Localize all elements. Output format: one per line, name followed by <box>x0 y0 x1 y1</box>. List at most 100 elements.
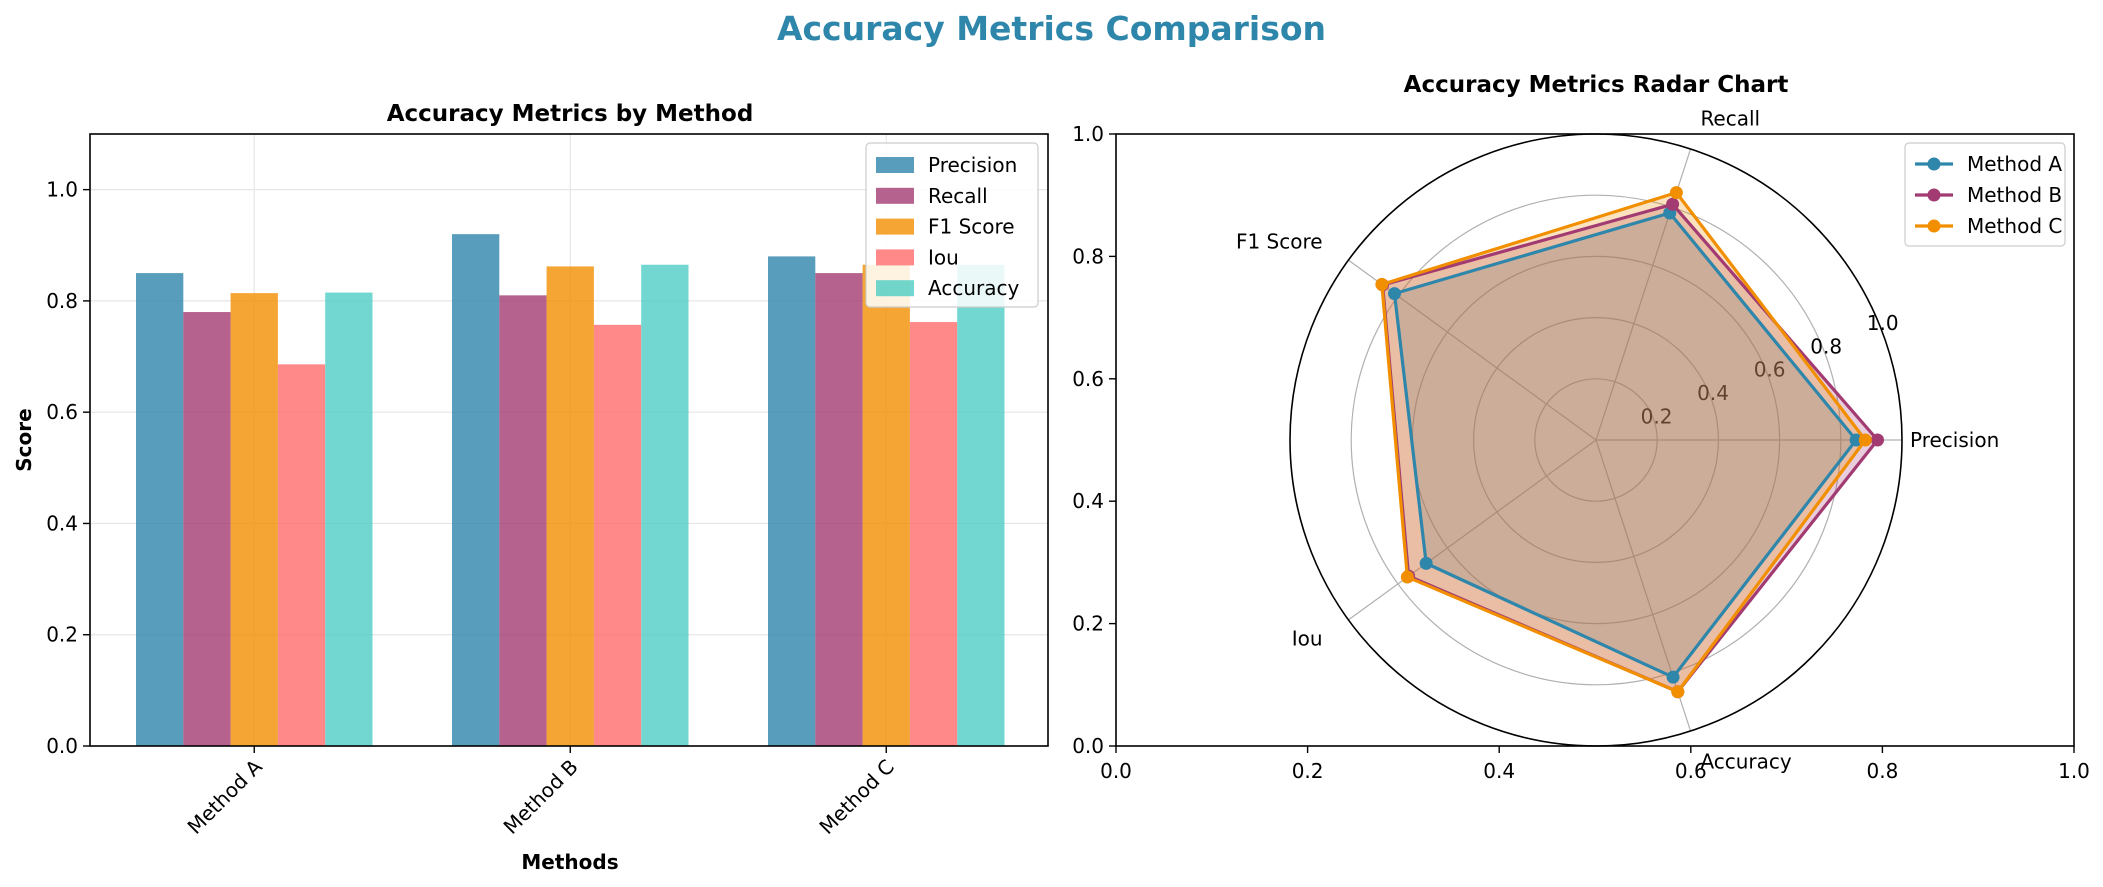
radar-line-method-c <box>1380 191 1867 694</box>
bar-f1-score-method-a <box>230 293 278 746</box>
radar-r-tick-label: 0.2 <box>1641 405 1673 429</box>
bar-x-tick-label: Method B <box>499 755 583 839</box>
radar-r-tick-label: 1.0 <box>1867 311 1899 335</box>
radar-legend-marker <box>1927 157 1941 171</box>
radar-point-method-c <box>1669 186 1683 200</box>
bar-plot-frame <box>89 133 1049 747</box>
radar-legend-marker <box>1927 188 1941 202</box>
radar-frame-x-tick-label: 0.8 <box>1866 759 1898 783</box>
radar-legend-label: Method A <box>1967 152 2062 176</box>
bar-legend-label: Precision <box>928 153 1017 177</box>
bar-y-tick-label: 0.0 <box>46 734 78 758</box>
bar-recall-method-c <box>815 273 863 746</box>
radar-frame-y-tick-label: 0.8 <box>1072 244 1104 268</box>
bar-f1-score-method-c <box>862 264 910 746</box>
bar-legend-swatch <box>876 187 914 204</box>
radar-point-method-a <box>1666 670 1680 684</box>
radar-line-method-a <box>1392 211 1858 679</box>
radar-area-method-c <box>1381 192 1866 692</box>
bar-y-tick-label: 0.2 <box>46 623 78 647</box>
radar-frame-x-tick-label: 0.2 <box>1292 759 1324 783</box>
radar-grid: 0.2 0.4 0.6 0.8 1.0 <box>1289 133 1903 747</box>
radar-legend-label: Method B <box>1967 183 2062 207</box>
radar-point-method-c <box>1671 685 1685 699</box>
bar-legend-swatch <box>876 280 914 297</box>
radar-series-group <box>1375 186 1885 699</box>
radar-point-method-c <box>1858 433 1872 447</box>
bar-accuracy-method-b <box>641 264 689 746</box>
bar-legend-swatch <box>876 218 914 235</box>
bar-precision-method-b <box>452 234 500 747</box>
radar-point-method-c <box>1375 277 1389 291</box>
bar-legend-label: Accuracy <box>928 276 1019 300</box>
bar-legend: Precision Recall F1 Score Iou Accuracy <box>865 142 1039 308</box>
radar-frame-x-tick-label: 0.4 <box>1483 759 1515 783</box>
radar-area-method-b <box>1382 204 1878 692</box>
radar-chart-title: Accuracy Metrics Radar Chart <box>1404 72 1789 98</box>
bar-legend-label: Iou <box>928 245 959 269</box>
radar-legend-marker <box>1927 219 1941 233</box>
bar-precision-method-a <box>136 273 184 746</box>
radar-frame-y-tick-label: 1.0 <box>1072 122 1104 146</box>
bar-legend-swatch <box>876 249 914 266</box>
radar-point-method-a <box>1849 433 1863 447</box>
bar-chart-title: Accuracy Metrics by Method <box>387 101 754 127</box>
radar-r-tick-label: 0.6 <box>1754 358 1786 382</box>
radar-axis-label: Precision <box>1910 428 1999 452</box>
bar-y-tick-label: 0.8 <box>46 289 78 313</box>
radar-outer-ring <box>1289 133 1903 747</box>
radar-point-method-b <box>1871 433 1885 447</box>
figure-title: Accuracy Metrics Comparison <box>776 9 1327 48</box>
radar-legend-box <box>1904 142 2066 247</box>
radar-chart: Accuracy Metrics Radar Chart 0.0 0.2 0.4 0.… <box>1072 72 2090 783</box>
radar-frame-y-tick-label: 0.0 <box>1072 734 1104 758</box>
bar-legend-swatch <box>876 157 914 173</box>
radar-frame-ticks: 0.0 0.2 0.4 0.6 0.8 1.0 0.0 0.2 0.4 0.6 0.8 1.0 <box>1072 122 2090 783</box>
bar-accuracy-method-c <box>957 264 1005 746</box>
bar-f1-score-method-b <box>546 266 594 746</box>
bar-legend-box <box>865 142 1039 308</box>
bar-y-ticks: 0.0 0.2 0.4 0.6 0.8 1.0 <box>46 178 90 758</box>
radar-spoke <box>1348 439 1597 621</box>
radar-frame-y-tick-label: 0.2 <box>1072 612 1104 636</box>
radar-frame-x-tick-label: 0.0 <box>1100 759 1132 783</box>
bar-iou-method-b <box>593 324 642 746</box>
bar-iou-method-a <box>277 364 326 746</box>
bar-series-group <box>136 234 1005 747</box>
bar-x-tick-label: Method C <box>814 755 898 839</box>
bar-y-tick-label: 1.0 <box>46 178 78 202</box>
radar-point-method-b <box>1666 197 1680 211</box>
bar-legend-label: F1 Score <box>928 215 1015 239</box>
bar-chart: Accuracy Metrics by Method 0.00.20.40.60… <box>12 101 1049 874</box>
radar-r-tick-label: 0.4 <box>1697 381 1729 405</box>
radar-frame-y-tick-label: 0.6 <box>1072 367 1104 391</box>
radar-point-method-a <box>1387 287 1401 301</box>
bar-x-ticks: Method A Method B Method C <box>183 746 899 839</box>
radar-point-method-c <box>1400 570 1414 584</box>
radar-legend: Method A Method B Method C <box>1904 142 2066 247</box>
bar-precision-method-c <box>768 256 816 746</box>
radar-r-tick-label: 0.8 <box>1810 334 1842 358</box>
radar-axis-labels: Precision Recall F1 Score Iou Accuracy <box>1236 107 1999 774</box>
radar-axis-label: Accuracy <box>1700 749 1791 773</box>
bar-x-tick-label: Method A <box>183 754 267 838</box>
bar-iou-method-c <box>909 322 958 746</box>
bar-recall-method-a <box>183 312 231 746</box>
radar-frame-x-tick-label: 1.0 <box>2058 759 2090 783</box>
radar-axis-label: Recall <box>1700 107 1760 131</box>
radar-area-method-a <box>1394 213 1857 678</box>
radar-frame-x-tick-label: 0.6 <box>1675 759 1707 783</box>
radar-axis-label: Iou <box>1292 627 1323 651</box>
radar-axis-label: F1 Score <box>1236 229 1323 253</box>
bar-accuracy-method-a <box>325 292 373 746</box>
bar-y-axis-label: Score <box>12 408 36 471</box>
bar-recall-method-b <box>499 295 547 746</box>
radar-point-method-a <box>1419 556 1433 570</box>
bar-y-tick-label: 0.6 <box>46 400 78 424</box>
radar-frame-y-tick-label: 0.4 <box>1072 489 1104 513</box>
bar-x-axis-label: Methods <box>521 850 618 874</box>
bar-legend-label: Recall <box>928 184 988 208</box>
radar-legend-label: Method C <box>1967 214 2062 238</box>
bar-y-tick-label: 0.4 <box>46 511 78 535</box>
